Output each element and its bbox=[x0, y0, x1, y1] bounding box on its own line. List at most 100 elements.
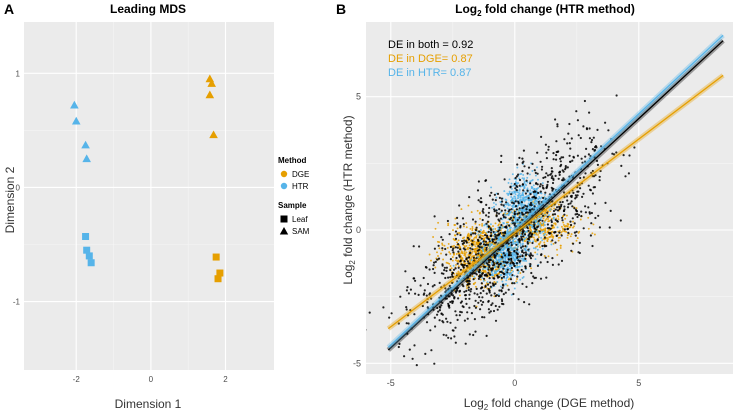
x-tick-label: -2 bbox=[73, 375, 81, 384]
panel-b-x-axis-label: Log2 fold change (DGE method) bbox=[464, 396, 635, 412]
data-point-htr bbox=[552, 217, 555, 220]
data-point-both bbox=[468, 333, 471, 336]
data-point-dge bbox=[532, 236, 535, 239]
data-point-both bbox=[496, 261, 499, 264]
data-point-dge bbox=[493, 281, 496, 283]
data-point-leaf bbox=[87, 259, 95, 267]
data-point-dge bbox=[570, 233, 573, 236]
data-point-dge bbox=[465, 226, 468, 229]
data-point-dge bbox=[467, 248, 469, 251]
data-point-both bbox=[407, 292, 410, 295]
data-point-both bbox=[523, 301, 526, 304]
data-point-dge bbox=[478, 223, 481, 226]
data-point-htr bbox=[507, 232, 510, 235]
data-point-htr bbox=[482, 280, 485, 282]
data-point-both bbox=[476, 189, 480, 192]
data-point-dge bbox=[470, 256, 473, 259]
data-point-dge bbox=[455, 253, 458, 255]
data-point-both bbox=[443, 266, 446, 269]
data-point-both bbox=[537, 191, 540, 195]
data-point-both bbox=[495, 211, 498, 214]
data-point-htr bbox=[507, 194, 510, 196]
data-point-dge bbox=[564, 217, 567, 220]
data-point-both bbox=[540, 168, 544, 171]
data-point-both bbox=[390, 312, 393, 315]
data-point-htr bbox=[512, 206, 514, 209]
data-point-htr bbox=[491, 206, 494, 209]
data-point-htr bbox=[514, 260, 516, 262]
data-point-both bbox=[460, 300, 463, 303]
data-point-both bbox=[521, 245, 525, 248]
data-point-htr bbox=[499, 254, 502, 257]
data-point-both bbox=[604, 121, 607, 124]
data-point-htr bbox=[535, 200, 538, 203]
data-point-both bbox=[441, 313, 444, 316]
data-point-dge bbox=[552, 242, 555, 245]
data-point-both bbox=[522, 251, 525, 254]
data-point-dge bbox=[455, 263, 457, 266]
data-point-htr bbox=[486, 231, 489, 234]
data-point-htr bbox=[543, 221, 546, 224]
data-point-both bbox=[457, 243, 460, 246]
data-point-both bbox=[456, 318, 459, 321]
data-point-both bbox=[474, 232, 477, 235]
data-point-both bbox=[421, 384, 423, 386]
data-point-htr bbox=[470, 259, 473, 262]
data-point-both bbox=[454, 341, 457, 344]
data-point-htr bbox=[504, 271, 507, 273]
data-point-both bbox=[456, 262, 459, 265]
data-point-dge bbox=[464, 262, 467, 265]
data-point-both bbox=[584, 205, 587, 208]
data-point-both bbox=[466, 317, 469, 320]
data-point-both bbox=[500, 289, 503, 292]
data-point-both bbox=[429, 329, 432, 332]
data-point-both bbox=[476, 293, 479, 296]
data-point-dge bbox=[579, 218, 582, 221]
data-point-dge bbox=[471, 255, 473, 258]
data-point-both bbox=[495, 214, 498, 217]
data-point-dge bbox=[592, 223, 595, 226]
data-point-both bbox=[482, 208, 485, 211]
data-point-both bbox=[541, 219, 544, 222]
data-point-both bbox=[432, 267, 435, 271]
data-point-both bbox=[441, 247, 444, 250]
data-point-both bbox=[538, 185, 542, 188]
data-point-both bbox=[590, 141, 593, 144]
data-point-both bbox=[516, 275, 519, 278]
data-point-both bbox=[475, 273, 478, 276]
data-point-dge bbox=[487, 275, 490, 278]
data-point-htr bbox=[516, 263, 519, 266]
data-point-dge bbox=[430, 259, 432, 262]
data-point-htr bbox=[493, 205, 495, 208]
data-point-htr bbox=[537, 186, 540, 189]
data-point-dge bbox=[436, 251, 438, 254]
data-point-htr bbox=[497, 260, 500, 263]
data-point-htr bbox=[499, 274, 502, 277]
data-point-both bbox=[474, 299, 477, 302]
data-point-both bbox=[454, 230, 458, 233]
data-point-both bbox=[540, 135, 543, 138]
data-point-both bbox=[408, 348, 411, 351]
data-point-both bbox=[525, 208, 528, 211]
data-point-both bbox=[576, 215, 579, 219]
data-point-both bbox=[480, 303, 483, 306]
data-point-both bbox=[458, 289, 462, 292]
data-point-both bbox=[554, 118, 557, 121]
data-point-both bbox=[526, 189, 529, 192]
data-point-both bbox=[575, 210, 579, 213]
data-point-both bbox=[509, 186, 512, 189]
data-point-htr bbox=[527, 194, 530, 197]
data-point-dge bbox=[552, 235, 555, 238]
data-point-both bbox=[550, 224, 553, 227]
data-point-both bbox=[491, 264, 495, 267]
data-point-htr bbox=[489, 223, 492, 226]
data-point-htr bbox=[508, 265, 511, 267]
data-point-dge bbox=[550, 234, 553, 237]
data-point-dge bbox=[557, 218, 560, 221]
data-point-both bbox=[463, 260, 466, 263]
data-point-both bbox=[500, 223, 503, 227]
data-point-htr bbox=[525, 246, 528, 249]
data-point-both bbox=[502, 275, 505, 278]
data-point-htr bbox=[510, 246, 513, 249]
data-point-htr bbox=[499, 200, 502, 203]
